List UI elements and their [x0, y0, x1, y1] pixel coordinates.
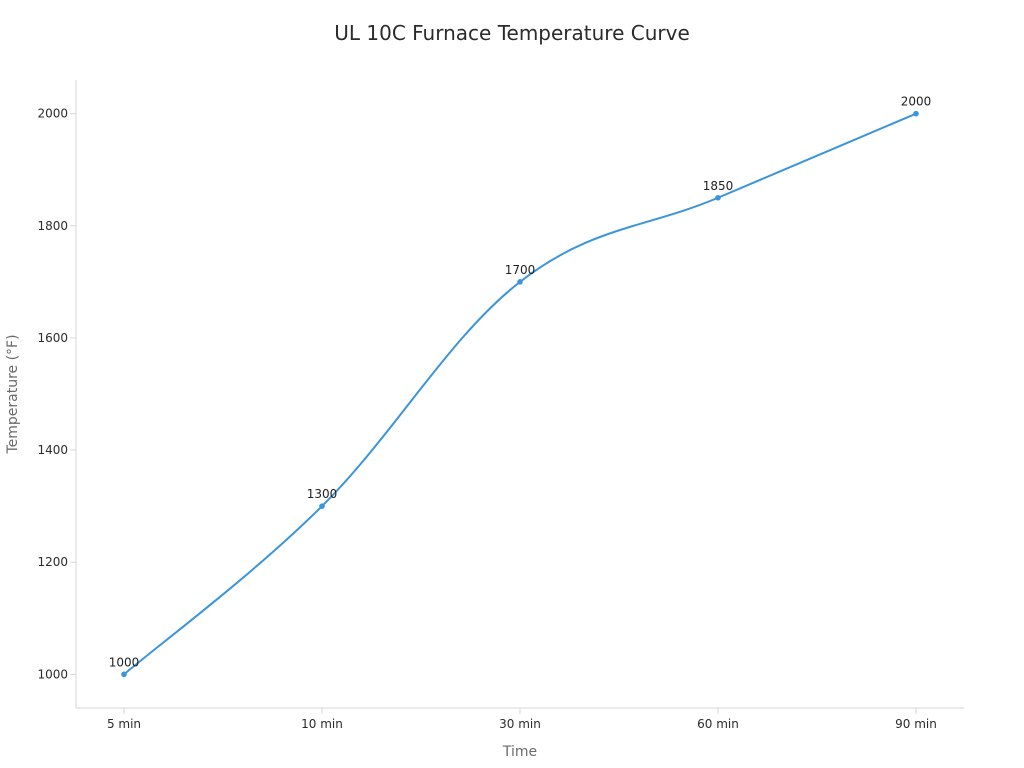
data-points [121, 110, 919, 678]
data-point [121, 671, 127, 678]
chart-title: UL 10C Furnace Temperature Curve [334, 21, 690, 45]
x-axis-title: Time [502, 744, 537, 760]
y-tick-label: 1000 [37, 667, 68, 681]
data-point [913, 110, 919, 117]
y-tick-label: 1400 [37, 443, 68, 457]
x-tick-label: 60 min [697, 717, 739, 731]
y-tick-label: 1800 [37, 219, 68, 233]
y-tick-label: 1600 [37, 331, 68, 345]
data-point [715, 194, 721, 201]
data-labels: 1000 1300 1700 1850 2000 [109, 95, 932, 670]
x-tick-label: 5 min [107, 717, 141, 731]
x-tick-label: 10 min [301, 717, 343, 731]
data-point [517, 279, 523, 285]
y-axis-title: Temperature (°F) [5, 334, 21, 454]
y-tick-label: 1200 [37, 555, 68, 569]
data-label: 1700 [505, 263, 536, 277]
x-tick-label: 30 min [499, 717, 541, 731]
y-tick-label: 2000 [37, 107, 68, 121]
data-label: 2000 [901, 95, 932, 109]
x-axis-ticks: 5 min 10 min 30 min 60 min 90 min [107, 708, 937, 731]
data-label: 1850 [703, 179, 734, 193]
series-line [123, 112, 917, 676]
data-label: 1300 [307, 487, 338, 501]
data-label: 1000 [109, 655, 140, 669]
y-axis-ticks: 1000 1200 1400 1600 1800 2000 [37, 107, 76, 681]
data-point [319, 503, 325, 509]
x-tick-label: 90 min [895, 717, 937, 731]
